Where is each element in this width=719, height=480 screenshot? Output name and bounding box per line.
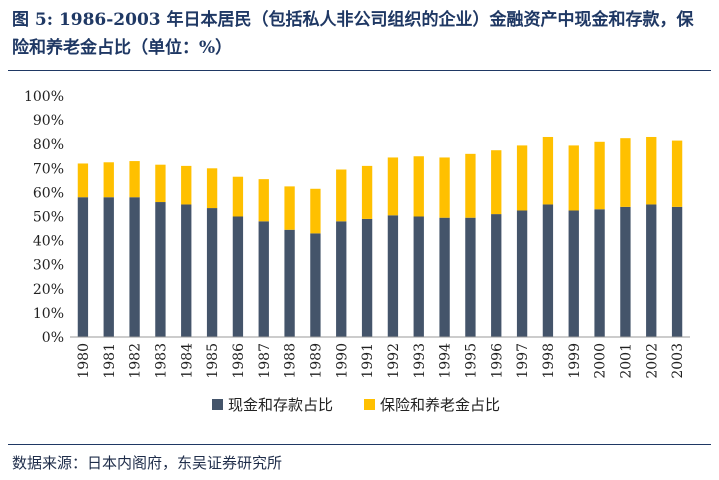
x-tick-label: 2001: [618, 343, 634, 379]
bar-deposits-1986: [232, 216, 244, 337]
source-note: 数据来源：日本内阁府，东吴证券研究所: [12, 454, 283, 472]
y-tick-label: 40%: [33, 234, 64, 250]
legend-swatch: [364, 399, 375, 410]
bar-deposits-1980: [77, 197, 89, 337]
y-tick-label: 20%: [33, 282, 64, 298]
x-tick-label: 1995: [463, 343, 479, 379]
bar-insurance-1999: [568, 145, 579, 211]
x-tick-label: 2000: [593, 343, 609, 379]
bar-insurance-2001: [620, 138, 631, 207]
x-tick-label: 1988: [283, 343, 299, 379]
bar-deposits-1989: [310, 233, 321, 337]
x-tick-label: 1986: [231, 343, 247, 379]
bar-deposits-1998: [542, 204, 554, 337]
x-tick-label: 1992: [386, 343, 402, 379]
y-tick-label: 60%: [33, 185, 64, 201]
bar-deposits-1983: [155, 202, 166, 337]
legend-label: 保险和养老金占比: [380, 396, 500, 414]
bar-insurance-1986: [232, 176, 244, 217]
x-tick-label: 1994: [438, 343, 454, 379]
bar-deposits-1982: [129, 197, 140, 337]
bar-deposits-1988: [284, 229, 295, 337]
bar-deposits-1996: [491, 214, 502, 337]
bar-insurance-1988: [284, 186, 295, 230]
bar-insurance-1996: [491, 150, 502, 215]
y-tick-label: 70%: [33, 161, 64, 177]
bar-insurance-1987: [258, 179, 269, 222]
y-tick-label: 10%: [33, 306, 64, 322]
bar-insurance-2002: [646, 136, 657, 205]
x-tick-label: 1981: [102, 343, 118, 379]
x-tick-label: 1982: [128, 343, 144, 379]
y-tick-label: 0%: [42, 330, 64, 346]
figure-title: 图 5: 1986-2003 年日本居民（包括私人非公司组织的企业）金融资产中现…: [12, 10, 694, 58]
y-tick-label: 80%: [33, 137, 64, 153]
bar-deposits-1985: [206, 208, 218, 337]
bar-deposits-2002: [646, 204, 657, 337]
x-tick-label: 1998: [541, 343, 557, 379]
x-tick-label: 1997: [515, 343, 531, 379]
bar-deposits-2000: [594, 209, 605, 337]
bar-insurance-1982: [129, 161, 140, 198]
stacked-bar-chart: 0%10%20%30%40%50%60%70%80%90%100% 1980 19…: [24, 89, 690, 414]
y-tick-label: 100%: [24, 89, 64, 105]
bar-deposits-1995: [465, 217, 476, 337]
bar-deposits-1991: [361, 218, 373, 337]
bar-insurance-1998: [542, 136, 554, 205]
bar-deposits-1997: [516, 210, 528, 337]
legend-swatch: [212, 399, 223, 410]
bar-deposits-1999: [568, 210, 579, 337]
x-tick-label: 1983: [153, 343, 169, 379]
bar-insurance-1995: [465, 153, 476, 218]
x-tick-label: 1990: [334, 343, 350, 379]
y-tick-label: 90%: [33, 113, 64, 129]
x-tick-label: 1996: [489, 343, 505, 379]
x-tick-label: 1993: [412, 343, 428, 379]
x-tick-label: 1980: [76, 343, 92, 379]
bar-insurance-1997: [516, 145, 528, 211]
bar-deposits-1994: [439, 217, 450, 337]
bar-insurance-1994: [439, 157, 450, 218]
bar-insurance-1991: [361, 165, 373, 219]
bar-insurance-1989: [310, 188, 321, 234]
bar-insurance-1981: [103, 162, 114, 198]
x-axis-labels: 1980 1981 1982 1983 1984 1985 1986 1987 1988 1989…: [76, 343, 686, 379]
legend: 现金和存款占比 保险和养老金占比: [212, 396, 500, 414]
y-tick-label: 50%: [33, 210, 64, 226]
title-divider: [8, 70, 711, 71]
bar-insurance-1983: [155, 164, 166, 203]
x-tick-label: 2002: [644, 343, 660, 379]
x-tick-label: 1989: [308, 343, 324, 379]
x-tick-label: 1991: [360, 343, 376, 379]
bar-insurance-1992: [387, 157, 399, 216]
bar-deposits-1992: [387, 215, 399, 337]
bar-insurance-1984: [181, 165, 192, 205]
bar-insurance-2000: [594, 141, 605, 210]
bar-insurance-1990: [336, 169, 347, 222]
source-divider: [8, 444, 711, 445]
y-tick-label: 30%: [33, 258, 64, 274]
bar-deposits-1984: [181, 204, 192, 337]
bar-deposits-1993: [413, 216, 424, 337]
x-tick-label: 2003: [670, 343, 686, 379]
bar-deposits-2001: [620, 206, 631, 337]
bar-insurance-1980: [77, 163, 89, 198]
x-tick-label: 1984: [179, 343, 195, 379]
x-tick-label: 1985: [205, 343, 221, 379]
x-tick-label: 1999: [567, 343, 583, 379]
bar-deposits-1987: [258, 221, 269, 337]
bars: [77, 136, 683, 337]
x-tick-label: 1987: [257, 343, 273, 379]
bar-insurance-2003: [671, 140, 683, 207]
y-axis-labels: 0% 10% 20% 30% 40% 50% 60% 70% 80% 90% 100%: [24, 89, 64, 346]
bar-insurance-1993: [413, 156, 424, 217]
bar-deposits-1990: [336, 221, 347, 337]
legend-label: 现金和存款占比: [228, 396, 333, 414]
bar-deposits-2003: [671, 206, 683, 337]
bar-deposits-1981: [103, 197, 114, 337]
bar-insurance-1985: [206, 168, 218, 209]
